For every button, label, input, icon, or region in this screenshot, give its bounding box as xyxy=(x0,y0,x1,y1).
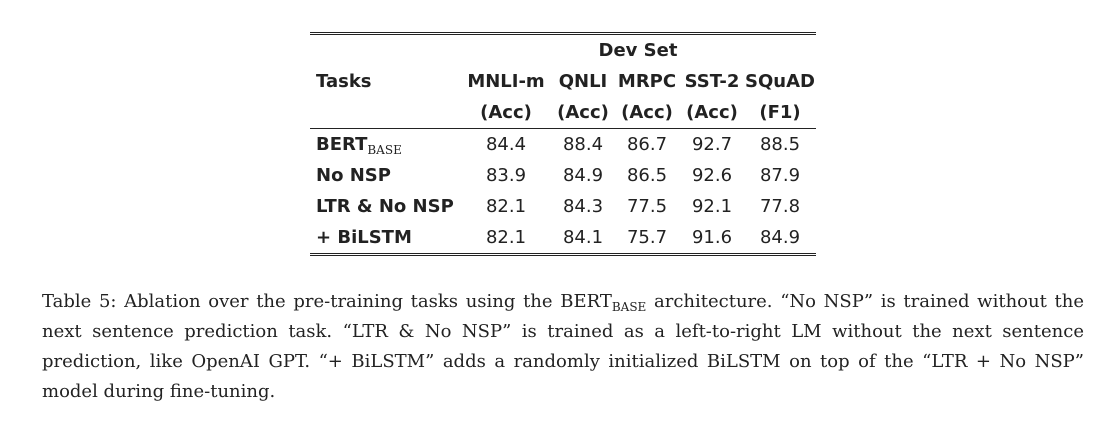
caption-subscript: BASE xyxy=(611,300,647,314)
header-empty-cell xyxy=(310,32,460,66)
tasks-header: Tasks xyxy=(316,71,372,92)
metric-empty-cell xyxy=(310,97,460,129)
task-label: LTR & No NSP xyxy=(316,196,454,217)
cell-value: 86.7 xyxy=(626,134,668,155)
cell-value: 84.9 xyxy=(562,165,604,186)
task-label: No NSP xyxy=(316,165,391,186)
cell-value: 77.5 xyxy=(626,196,668,217)
cell-value: 83.9 xyxy=(485,165,527,186)
task-name: BERT xyxy=(316,134,368,155)
cell-value: 87.9 xyxy=(759,165,801,186)
task-label: BERTBASE xyxy=(310,129,460,161)
cell-value: 92.1 xyxy=(691,196,733,217)
cell-value: 92.6 xyxy=(691,165,733,186)
task-label: + BiLSTM xyxy=(310,222,460,256)
table-caption: Table 5: Ablation over the pre-training … xyxy=(42,287,1084,407)
dev-set-header: Dev Set xyxy=(460,32,816,66)
metric-mrpc: (Acc) xyxy=(614,97,680,129)
cell-value: 92.7 xyxy=(691,134,733,155)
cell-value: 84.9 xyxy=(744,222,816,256)
results-table: Dev Set Tasks MNLI-m QNLI MRPC SST-2 SQu… xyxy=(310,32,816,256)
column-header-sst2: SST-2 xyxy=(684,71,740,92)
metric-mnli: (Acc) xyxy=(460,97,552,129)
header-row-columns: Tasks MNLI-m QNLI MRPC SST-2 SQuAD xyxy=(310,66,816,97)
metric-sst2: (Acc) xyxy=(680,97,744,129)
column-header-mnli: MNLI-m xyxy=(467,71,545,92)
table-row: LTR & No NSP 82.1 84.3 77.5 92.1 77.8 xyxy=(310,191,816,222)
table-row: + BiLSTM 82.1 84.1 75.7 91.6 84.9 xyxy=(310,222,816,256)
column-header-qnli: QNLI xyxy=(558,71,608,92)
cell-value: 84.1 xyxy=(552,222,614,256)
cell-value: 86.5 xyxy=(626,165,668,186)
caption-text-end: architecture. “No NSP” is trained withou… xyxy=(42,291,1084,402)
header-row-metrics: (Acc) (Acc) (Acc) (Acc) (F1) xyxy=(310,97,816,129)
cell-value: 88.4 xyxy=(562,134,604,155)
cell-value: 77.8 xyxy=(759,196,801,217)
metric-qnli: (Acc) xyxy=(552,97,614,129)
cell-value: 82.1 xyxy=(460,222,552,256)
table-row: BERTBASE 84.4 88.4 86.7 92.7 88.5 xyxy=(310,129,816,161)
column-header-squad: SQuAD xyxy=(745,71,815,92)
cell-value: 84.3 xyxy=(562,196,604,217)
cell-value: 84.4 xyxy=(485,134,527,155)
cell-value: 88.5 xyxy=(759,134,801,155)
caption-text-start: Table 5: Ablation over the pre-training … xyxy=(42,291,612,312)
header-row-group: Dev Set xyxy=(310,32,816,66)
cell-value: 75.7 xyxy=(614,222,680,256)
cell-value: 82.1 xyxy=(485,196,527,217)
column-header-mrpc: MRPC xyxy=(617,71,677,92)
table-row: No NSP 83.9 84.9 86.5 92.6 87.9 xyxy=(310,160,816,191)
task-subscript: BASE xyxy=(367,143,402,157)
metric-squad: (F1) xyxy=(744,97,816,129)
cell-value: 91.6 xyxy=(680,222,744,256)
